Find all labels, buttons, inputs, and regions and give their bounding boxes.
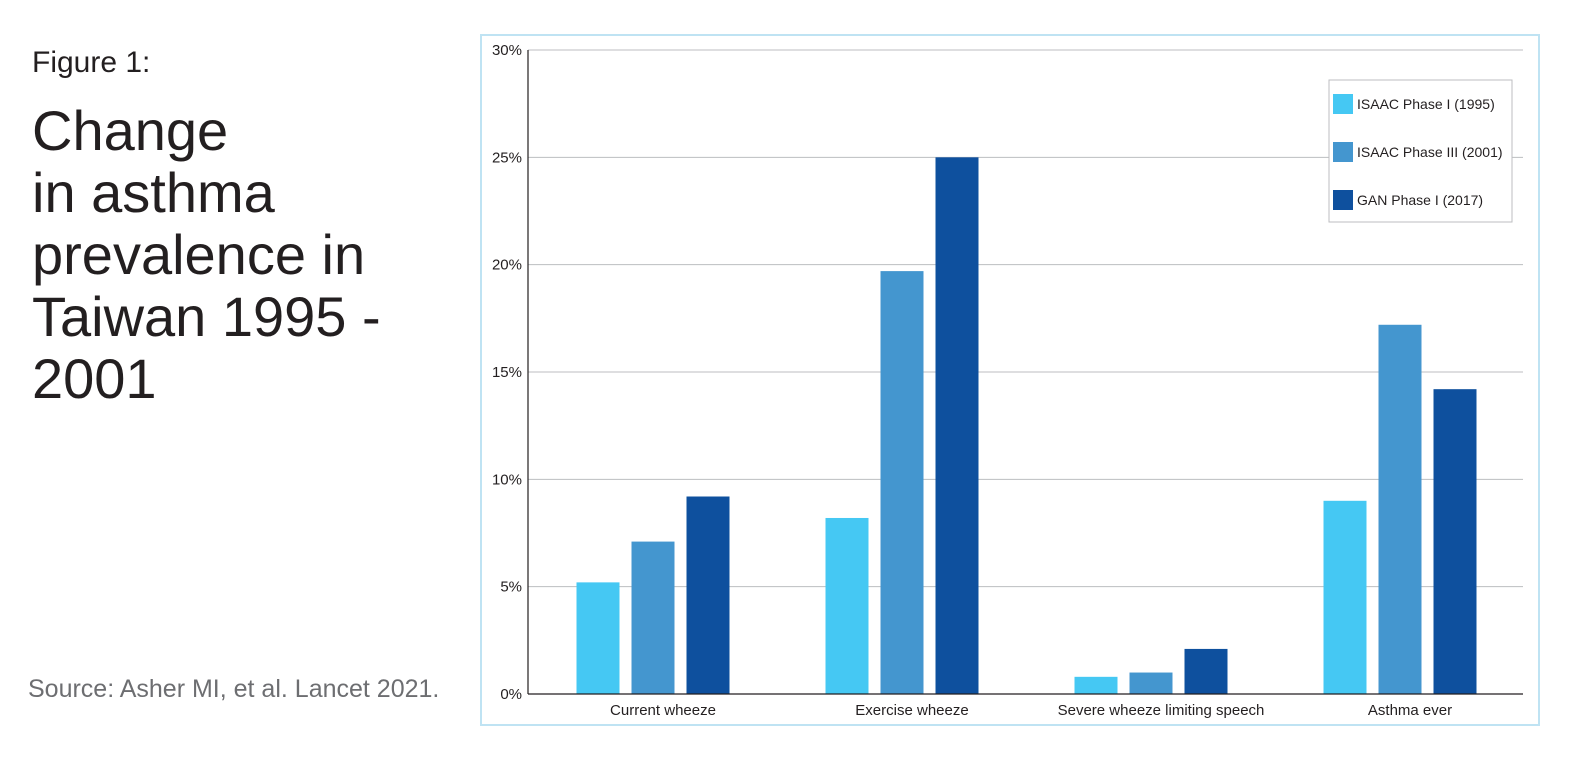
bar: [1129, 672, 1173, 694]
bars: [576, 157, 1477, 695]
bar: [631, 541, 675, 694]
legend-swatch: [1333, 94, 1353, 114]
y-tick-label: 25%: [492, 149, 522, 166]
bar: [825, 517, 869, 694]
chart-frame: [480, 34, 1540, 726]
legend: ISAAC Phase I (1995) ISAAC Phase III (200…: [1328, 79, 1513, 223]
axes: [527, 50, 1523, 695]
legend-box: [1328, 79, 1513, 223]
y-tick-label: 30%: [492, 42, 522, 59]
y-tick-label: 10%: [492, 471, 522, 488]
bar: [1323, 500, 1367, 694]
legend-swatch: [1333, 142, 1353, 162]
bar: [1184, 648, 1228, 694]
legend-label: ISAAC Phase I (1995): [1357, 96, 1495, 112]
y-tick-label: 15%: [492, 364, 522, 381]
bar: [880, 271, 924, 694]
x-category-label: Current wheeze: [610, 702, 716, 719]
y-tick-label: 0%: [500, 686, 522, 703]
legend-swatch: [1333, 190, 1353, 210]
x-category-labels: Current wheeze Exercise wheeze Severe whee…: [610, 702, 1452, 719]
bar: [1433, 389, 1477, 694]
figure-title: Change in asthma prevalence in Taiwan 19…: [32, 99, 381, 410]
bar: [686, 496, 730, 694]
x-category-label: Severe wheeze limiting speech: [1058, 702, 1265, 719]
bar: [1378, 324, 1422, 694]
y-tick-label: 20%: [492, 257, 522, 274]
source-note: Source: Asher MI, et al. Lancet 2021.: [28, 675, 440, 703]
bar: [576, 582, 620, 694]
y-tick-labels: 0% 5% 10% 15% 20% 25% 30%: [492, 42, 522, 703]
legend-label: GAN Phase I (2017): [1357, 192, 1483, 208]
bar: [935, 157, 979, 695]
x-category-label: Exercise wheeze: [855, 702, 968, 719]
bar: [1074, 676, 1118, 694]
legend-label: ISAAC Phase III (2001): [1357, 144, 1503, 160]
figure-label: Figure 1:: [32, 46, 151, 79]
y-tick-label: 5%: [500, 579, 522, 596]
x-category-label: Asthma ever: [1368, 702, 1452, 719]
